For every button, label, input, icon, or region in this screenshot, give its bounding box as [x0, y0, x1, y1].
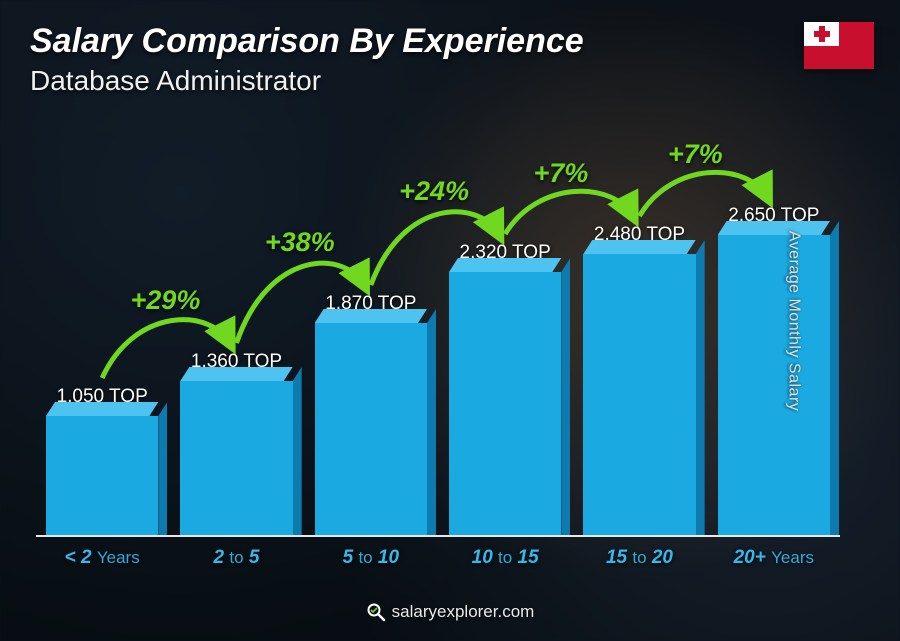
baseline [36, 535, 840, 537]
page-title: Salary Comparison By Experience [30, 22, 870, 61]
x-axis-label: < 2 Years [46, 547, 158, 569]
x-axis-label: 20+ Years [718, 547, 830, 569]
bar-top-face [449, 258, 561, 272]
header: Salary Comparison By Experience Database… [30, 22, 870, 97]
page-subtitle: Database Administrator [30, 65, 870, 97]
bar [180, 381, 292, 535]
bar-front-face [46, 416, 158, 535]
bar [315, 323, 427, 535]
bar-side-face [427, 309, 436, 535]
bar-side-face [158, 402, 167, 535]
chart: 1,050 TOP1,360 TOP1,870 TOP2,320 TOP2,48… [46, 120, 830, 567]
bar-front-face [583, 254, 695, 535]
bar-front-face [180, 381, 292, 535]
bar-top-face [315, 309, 427, 323]
bar-front-face [315, 323, 427, 535]
increase-pct-label: +24% [399, 176, 469, 207]
bar-front-face [449, 272, 561, 535]
bar-side-face [293, 367, 302, 535]
bar [449, 272, 561, 535]
bar-front-face [718, 235, 830, 535]
bar-slot: 2,650 TOP [718, 205, 830, 535]
x-axis-labels: < 2 Years 2 to 5 5 to 10 10 to 15 15 to 20 20… [46, 547, 830, 569]
bar-side-face [561, 258, 570, 535]
footer: salaryexplorer.com [0, 602, 900, 627]
x-axis-label: 2 to 5 [180, 547, 292, 569]
magnifier-icon [366, 602, 386, 622]
x-axis-label: 5 to 10 [315, 547, 427, 569]
bar-slot: 1,360 TOP [180, 351, 292, 535]
increase-pct-label: +7% [668, 139, 723, 170]
bar-top-face [583, 240, 695, 254]
bar [718, 235, 830, 535]
bar [46, 416, 158, 535]
bar-top-face [46, 402, 158, 416]
increase-pct-label: +7% [534, 158, 589, 189]
flag-cross-horizontal [814, 31, 830, 37]
site-logo: salaryexplorer.com [366, 602, 535, 622]
country-flag-tonga [804, 22, 874, 69]
bar-top-face [718, 221, 830, 235]
increase-pct-label: +38% [265, 227, 335, 258]
bar-top-face [180, 367, 292, 381]
footer-text: salaryexplorer.com [392, 602, 535, 622]
x-axis-label: 15 to 20 [583, 547, 695, 569]
increase-pct-label: +29% [131, 285, 201, 316]
y-axis-label: Average Monthly Salary [785, 230, 803, 411]
bar-slot: 2,480 TOP [583, 224, 695, 535]
bar-slot: 1,870 TOP [315, 293, 427, 535]
bar-slot: 1,050 TOP [46, 386, 158, 535]
bar-slot: 2,320 TOP [449, 242, 561, 535]
flag-canton [804, 22, 839, 46]
bar [583, 254, 695, 535]
bar-side-face [830, 221, 839, 535]
bar-side-face [696, 240, 705, 535]
x-axis-label: 10 to 15 [449, 547, 561, 569]
